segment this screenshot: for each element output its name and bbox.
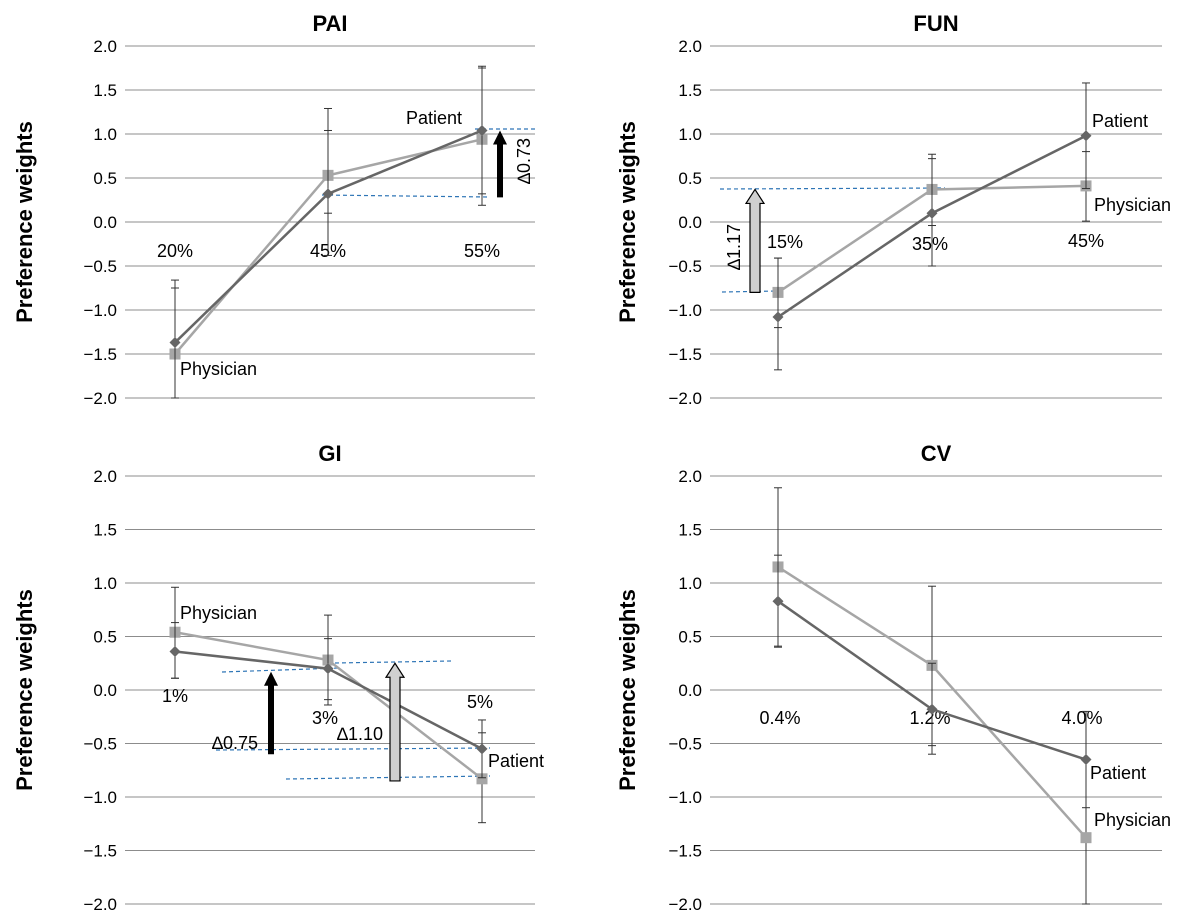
y-tick-label: −0.5 <box>83 257 117 276</box>
y-tick-label: −1.5 <box>83 345 117 364</box>
chart-title: CV <box>921 441 952 466</box>
y-axis-label: Preference weights <box>615 121 640 323</box>
y-tick-label: −1.0 <box>83 788 117 807</box>
category-label: 15% <box>767 232 803 252</box>
category-label: 35% <box>912 234 948 254</box>
y-tick-label: 1.0 <box>678 574 702 593</box>
data-point-patient <box>1080 754 1092 766</box>
data-point-physician <box>1080 832 1092 844</box>
y-tick-label: −1.0 <box>83 301 117 320</box>
delta-arrow <box>744 188 766 293</box>
delta-label: ∆0.75 <box>212 733 258 753</box>
y-tick-label: 1.0 <box>93 125 117 144</box>
guide-line <box>215 747 491 751</box>
y-tick-label: −1.0 <box>668 301 702 320</box>
y-axis-label: Preference weights <box>12 121 37 323</box>
category-label: 5% <box>467 692 493 712</box>
y-tick-label: −2.0 <box>668 389 702 408</box>
delta-arrow <box>264 671 278 755</box>
y-tick-label: 1.0 <box>93 574 117 593</box>
data-point-patient <box>1080 130 1092 142</box>
data-point-patient <box>322 663 334 675</box>
y-tick-label: 0.5 <box>93 628 117 647</box>
category-label: 0.4% <box>759 708 800 728</box>
guide-line <box>321 194 489 198</box>
data-point-patient <box>322 188 334 200</box>
y-tick-label: −2.0 <box>83 389 117 408</box>
data-point-patient <box>772 311 784 323</box>
category-label: 55% <box>464 241 500 261</box>
y-tick-label: −0.5 <box>83 735 117 754</box>
y-tick-label: 0.0 <box>678 213 702 232</box>
delta-arrow <box>384 662 406 782</box>
series-label-patient: Patient <box>406 108 462 128</box>
delta-arrow <box>493 130 507 198</box>
series-label-physician: Physician <box>180 603 257 623</box>
chart-title: GI <box>318 441 341 466</box>
y-tick-label: 1.5 <box>678 81 702 100</box>
series-label-physician: Physician <box>1094 810 1171 830</box>
y-tick-label: 1.5 <box>93 81 117 100</box>
y-tick-label: 2.0 <box>93 467 117 486</box>
y-tick-label: −1.5 <box>668 842 702 861</box>
category-label: 1% <box>162 686 188 706</box>
y-tick-label: 0.0 <box>678 681 702 700</box>
series-label-physician: Physician <box>1094 195 1171 215</box>
guide-line <box>334 660 453 664</box>
delta-label: ∆0.73 <box>514 138 534 184</box>
panel-gi: GI Preference weights 2.0 1.5 1.0 0.5 0.0 −0.5 −… <box>12 441 544 911</box>
data-point-patient <box>476 743 488 755</box>
y-tick-label: 1.0 <box>678 125 702 144</box>
y-tick-label: −0.5 <box>668 257 702 276</box>
y-tick-label: −1.5 <box>668 345 702 364</box>
y-tick-label: −1.5 <box>83 842 117 861</box>
category-label: 20% <box>157 241 193 261</box>
y-tick-label: 0.0 <box>93 681 117 700</box>
y-tick-label: 2.0 <box>678 37 702 56</box>
y-tick-label: 0.0 <box>93 213 117 232</box>
data-point-patient <box>169 645 181 657</box>
series-label-patient: Patient <box>488 751 544 771</box>
panel-fun: FUN Preference weights 2.0 1.5 1.0 0.5 0.0 −0.5… <box>615 11 1171 408</box>
delta-label: ∆1.17 <box>724 224 744 270</box>
y-tick-label: 2.0 <box>93 37 117 56</box>
y-tick-label: 2.0 <box>678 467 702 486</box>
panel-cv: CV Preference weights 2.0 1.5 1.0 0.5 0.0 −0.5 −… <box>615 441 1171 911</box>
series-label-patient: Patient <box>1090 763 1146 783</box>
y-tick-label: 1.5 <box>93 521 117 540</box>
data-point-patient <box>772 595 784 607</box>
chart-title: FUN <box>913 11 958 36</box>
data-point-patient <box>926 703 938 715</box>
guide-line <box>285 775 491 780</box>
y-tick-label: 0.5 <box>93 169 117 188</box>
category-label: 4.0% <box>1061 708 1102 728</box>
y-axis-label: Preference weights <box>12 589 37 791</box>
y-tick-label: 0.5 <box>678 628 702 647</box>
data-point-patient <box>169 337 181 349</box>
chart-title: PAI <box>312 11 347 36</box>
y-tick-label: −2.0 <box>83 895 117 911</box>
y-tick-label: −0.5 <box>668 735 702 754</box>
y-tick-label: 0.5 <box>678 169 702 188</box>
panel-pai: PAI Preference weights 2.0 1.5 1.0 0.5 0.0 −0.5… <box>12 11 536 408</box>
category-label: 45% <box>1068 231 1104 251</box>
y-tick-label: −1.0 <box>668 788 702 807</box>
series-label-patient: Patient <box>1092 111 1148 131</box>
series-label-physician: Physician <box>180 359 257 379</box>
data-point-physician <box>476 773 488 785</box>
y-tick-label: 1.5 <box>678 521 702 540</box>
delta-label: ∆1.10 <box>337 724 383 744</box>
data-point-patient <box>926 207 938 219</box>
guide-line <box>719 187 946 190</box>
data-point-patient <box>476 124 488 136</box>
y-tick-label: −2.0 <box>668 895 702 911</box>
category-label: 3% <box>312 708 338 728</box>
y-axis-label: Preference weights <box>615 589 640 791</box>
